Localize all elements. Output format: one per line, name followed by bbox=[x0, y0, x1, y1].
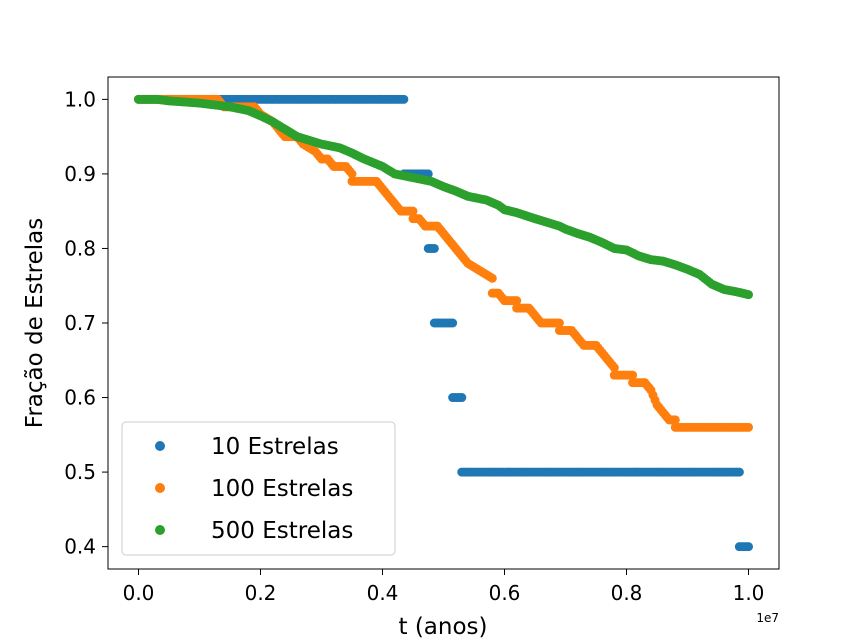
data-point bbox=[670, 415, 680, 425]
y-tick-label: 0.8 bbox=[64, 236, 96, 260]
legend-marker bbox=[155, 483, 165, 493]
legend-box bbox=[121, 421, 396, 556]
x-tick-label: 1.0 bbox=[733, 581, 765, 605]
legend-label: 10 Estrelas bbox=[211, 434, 339, 460]
data-point bbox=[408, 206, 418, 216]
data-point bbox=[744, 542, 753, 552]
legend-label: 100 Estrelas bbox=[211, 476, 353, 502]
x-tick-label: 0.6 bbox=[489, 581, 521, 605]
y-tick-label: 0.7 bbox=[64, 311, 96, 335]
data-point bbox=[448, 318, 458, 328]
data-point bbox=[347, 169, 357, 179]
data-point bbox=[744, 422, 753, 432]
data-point bbox=[744, 290, 753, 300]
data-point bbox=[399, 94, 409, 104]
y-tick-label: 0.9 bbox=[64, 162, 96, 186]
y-axis: 0.4 0.5 0.6 0.7 0.8 0.9 1.0 bbox=[64, 87, 108, 559]
legend: 10 Estrelas 100 Estrelas 500 Estrelas bbox=[121, 421, 396, 556]
series-layer bbox=[134, 94, 753, 552]
data-point bbox=[487, 273, 497, 283]
data-point bbox=[554, 318, 564, 328]
legend-label: 500 Estrelas bbox=[211, 518, 353, 544]
data-point bbox=[512, 296, 522, 306]
x-axis-label: t (anos) bbox=[398, 614, 487, 640]
data-point bbox=[734, 467, 744, 477]
y-tick-label: 1.0 bbox=[64, 87, 96, 111]
data-point bbox=[429, 243, 439, 253]
legend-marker bbox=[155, 525, 165, 535]
x-tick-label: 0.2 bbox=[245, 581, 277, 605]
legend-marker bbox=[155, 441, 165, 451]
series-3 bbox=[134, 94, 753, 300]
x-tick-label: 0.8 bbox=[611, 581, 643, 605]
x-tick-label: 0.0 bbox=[123, 581, 155, 605]
y-tick-label: 0.4 bbox=[64, 535, 96, 559]
x-offset-label: 1e7 bbox=[756, 611, 779, 625]
data-point bbox=[628, 370, 638, 380]
y-axis-label: Fração de Estrelas bbox=[22, 218, 48, 428]
x-tick-label: 0.4 bbox=[367, 581, 399, 605]
data-point bbox=[457, 393, 467, 403]
y-tick-label: 0.5 bbox=[64, 460, 96, 484]
x-axis: 0.0 0.2 0.4 0.6 0.8 1.0 bbox=[123, 569, 765, 605]
y-tick-label: 0.6 bbox=[64, 386, 96, 410]
data-point bbox=[609, 363, 619, 373]
